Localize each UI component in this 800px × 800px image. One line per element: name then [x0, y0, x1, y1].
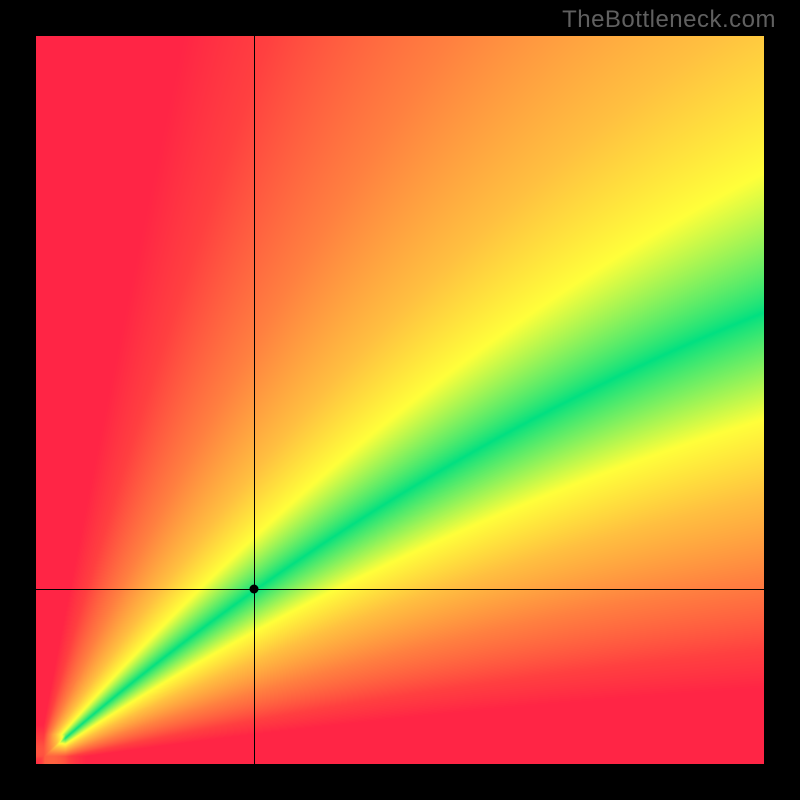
plot-area: [36, 36, 764, 764]
crosshair-vertical: [254, 36, 255, 764]
crosshair-dot: [250, 585, 259, 594]
watermark-text: TheBottleneck.com: [562, 6, 776, 34]
bottleneck-heatmap: [36, 36, 764, 764]
crosshair-horizontal: [36, 589, 764, 590]
